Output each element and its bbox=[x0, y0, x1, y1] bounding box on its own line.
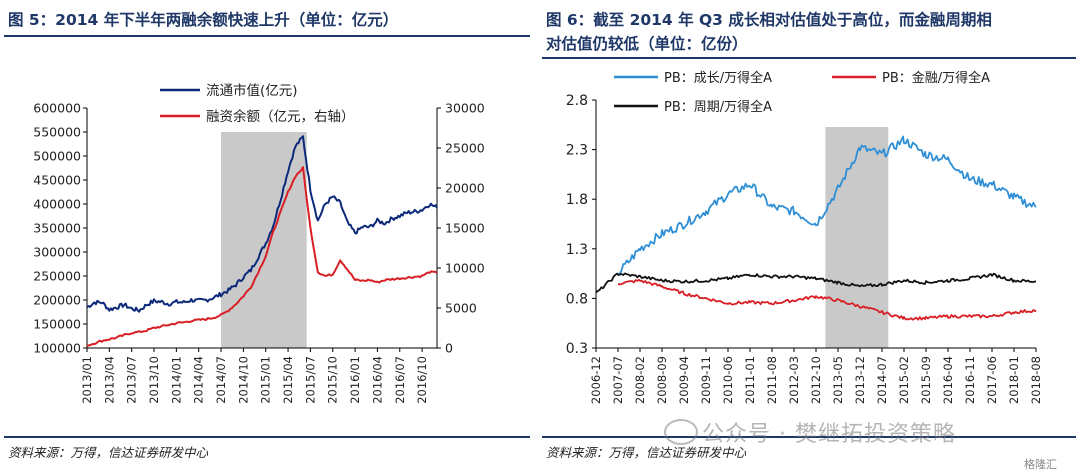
right-chart-xtick-label: 2016-04 bbox=[941, 356, 955, 404]
right-chart-xtick-label: 2018-08 bbox=[1029, 356, 1043, 404]
left-xtick-label: 2013/04 bbox=[102, 356, 116, 404]
left-xtick-label: 2016/10 bbox=[415, 356, 429, 404]
right-chart-xtick-label: 2010-06 bbox=[721, 356, 735, 404]
right-shaded-period bbox=[825, 127, 889, 348]
left-source: 资料来源：万得，信达证券研发中心 bbox=[8, 445, 209, 460]
series-pb-cyclical bbox=[595, 272, 1037, 294]
left-xtick-label: 2016/04 bbox=[370, 356, 384, 404]
right-chart-xtick-label: 2016-11 bbox=[963, 356, 977, 404]
legend-label-pb-growth: PB：成长/万得全A bbox=[664, 70, 772, 86]
left-ytick-label: 500000 bbox=[33, 149, 81, 164]
legend-label-pb-cyclical: PB：周期/万得全A bbox=[664, 99, 772, 115]
right-chart-xtick-label: 2009-11 bbox=[699, 356, 713, 404]
right-chart-xtick-label: 2011-08 bbox=[765, 356, 779, 404]
right-chart-xtick-label: 2012-10 bbox=[809, 356, 823, 404]
legend-label-pb-financial: PB：金融/万得全A bbox=[882, 70, 990, 86]
right-ytick-label: 30000 bbox=[445, 101, 485, 116]
left-xtick-label: 2015/01 bbox=[259, 356, 273, 404]
left-ytick-label: 600000 bbox=[33, 101, 81, 116]
right-chart-ytick-label: 2.3 bbox=[566, 143, 588, 159]
right-chart-xtick-label: 2013-12 bbox=[853, 356, 867, 404]
left-ytick-label: 250000 bbox=[33, 269, 81, 284]
right-chart-xtick-label: 2014-07 bbox=[875, 356, 889, 404]
series-pb-financial bbox=[617, 278, 1037, 321]
wechat-icon bbox=[664, 419, 698, 445]
legend-label-market-cap: 流通市值(亿元) bbox=[206, 82, 298, 99]
right-chart-ytick-label: 0.3 bbox=[566, 341, 588, 357]
left-xtick-label: 2014/07 bbox=[214, 356, 228, 404]
watermark-text: 公众号 · 樊继拓投资策略 bbox=[702, 422, 956, 447]
left-ytick-label: 400000 bbox=[33, 197, 81, 212]
right-ytick-label: 20000 bbox=[445, 181, 485, 196]
legend-label-margin: 融资余额（亿元，右轴） bbox=[206, 108, 355, 125]
right-chart-ytick-label: 0.8 bbox=[566, 291, 588, 307]
left-title: 图 5：2014 年下半年两融余额快速上升（单位：亿元） bbox=[8, 11, 399, 29]
right-chart-xtick-label: 2008-09 bbox=[655, 356, 669, 404]
right-chart-xtick-label: 2017-06 bbox=[985, 356, 999, 404]
right-chart-xtick-label: 2013-05 bbox=[831, 356, 845, 404]
right-chart-xtick-label: 2007-07 bbox=[611, 356, 625, 404]
left-xtick-label: 2015/07 bbox=[303, 356, 317, 404]
right-chart-xtick-label: 2012-03 bbox=[787, 356, 801, 404]
right-chart-xtick-label: 2015-09 bbox=[919, 356, 933, 404]
right-chart-xtick-label: 2015-02 bbox=[897, 356, 911, 404]
right-chart-xtick-label: 2006-12 bbox=[589, 356, 603, 404]
left-ytick-label: 450000 bbox=[33, 173, 81, 188]
right-ytick-label: 5000 bbox=[445, 301, 477, 316]
left-xtick-label: 2016/07 bbox=[393, 356, 407, 404]
right-chart-xtick-label: 2011-01 bbox=[743, 356, 757, 404]
left-xtick-label: 2014/04 bbox=[192, 356, 206, 404]
left-xtick-label: 2015/10 bbox=[326, 356, 340, 404]
right-title-rule bbox=[542, 57, 1076, 59]
left-ytick-label: 300000 bbox=[33, 245, 81, 260]
left-xtick-label: 2013/01 bbox=[80, 356, 94, 404]
left-ytick-label: 150000 bbox=[33, 317, 81, 332]
left-ytick-label: 350000 bbox=[33, 221, 81, 236]
right-ytick-label: 15000 bbox=[445, 221, 485, 236]
left-ytick-label: 200000 bbox=[33, 293, 81, 308]
right-bottom-rule bbox=[542, 436, 1076, 438]
left-shaded-period bbox=[221, 132, 307, 348]
right-chart-ytick-label: 1.8 bbox=[566, 192, 588, 208]
right-ytick-label: 0 bbox=[445, 341, 453, 356]
left-chart: 600000 550000 500000 450000 400000 350000 3000… bbox=[33, 82, 485, 404]
right-ytick-label: 10000 bbox=[445, 261, 485, 276]
right-chart-xtick-label: 2008-02 bbox=[633, 356, 647, 404]
left-title-rule bbox=[4, 35, 530, 37]
series-pb-growth bbox=[617, 135, 1037, 277]
right-chart-xtick-label: 2009-04 bbox=[677, 356, 691, 404]
left-xtick-label: 2014/10 bbox=[236, 356, 250, 404]
right-chart-xtick-label: 2018-01 bbox=[1007, 356, 1021, 404]
right-source: 资料来源：万得，信达证券研发中心 bbox=[546, 445, 747, 460]
right-title-line2: 对估值仍较低（单位：亿份） bbox=[546, 35, 748, 53]
left-xtick-label: 2013/07 bbox=[125, 356, 139, 404]
left-bottom-rule bbox=[4, 436, 530, 438]
left-xtick-label: 2014/01 bbox=[169, 356, 183, 404]
right-chart-ytick-label: 1.3 bbox=[566, 242, 588, 258]
series-market-cap bbox=[86, 135, 438, 313]
left-xtick-label: 2015/04 bbox=[281, 356, 295, 404]
left-ytick-label: 550000 bbox=[33, 125, 81, 140]
series-margin-balance bbox=[86, 166, 438, 348]
watermark-logo: 格隆汇 bbox=[1024, 458, 1057, 471]
left-xtick-label: 2016/01 bbox=[348, 356, 362, 404]
left-xtick-label: 2013/10 bbox=[147, 356, 161, 404]
right-title-line1: 图 6：截至 2014 年 Q3 成长相对估值处于高位，而金融周期相 bbox=[546, 11, 992, 29]
right-ytick-label: 25000 bbox=[445, 141, 485, 156]
left-ytick-label: 100000 bbox=[33, 341, 81, 356]
right-chart-ytick-label: 2.8 bbox=[566, 93, 588, 109]
